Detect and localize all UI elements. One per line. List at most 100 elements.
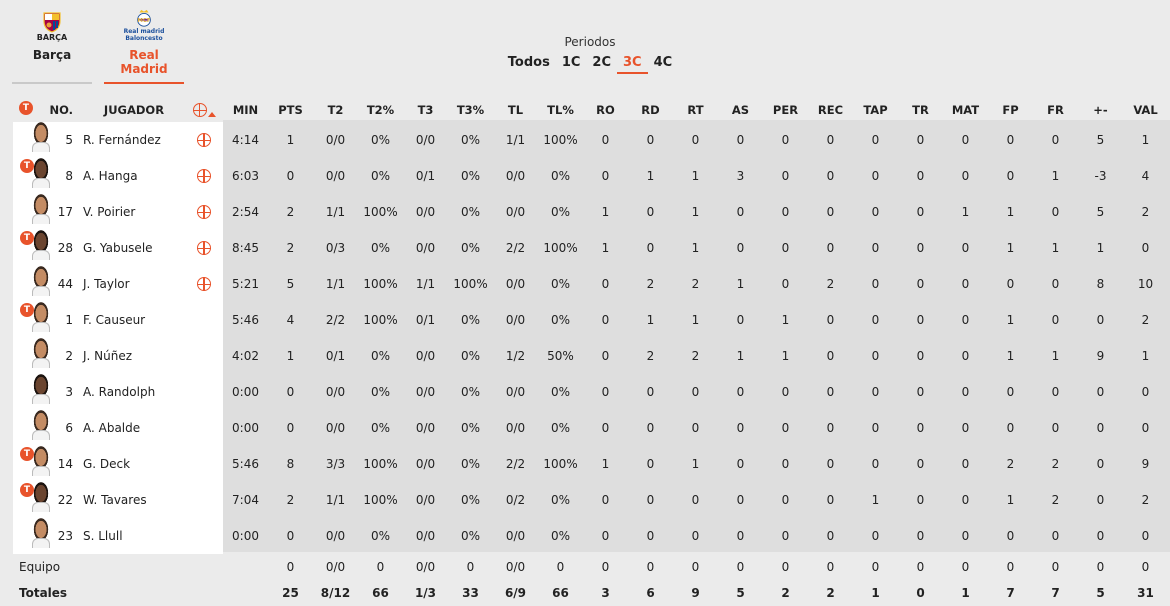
period-tab-1c[interactable]: 1C <box>561 55 581 70</box>
player-name[interactable]: S. Llull <box>83 529 123 543</box>
column-header-t3-pct[interactable]: T3% <box>456 103 485 117</box>
stat-cell-tl-pct: 0% <box>550 277 571 291</box>
column-header-rec[interactable]: REC <box>817 103 844 117</box>
column-header-t2[interactable]: T2 <box>327 103 344 117</box>
totals-row-cell-plus-minus: 5 <box>1096 586 1105 600</box>
player-name[interactable]: A. Hanga <box>83 169 138 183</box>
player-name[interactable]: G. Yabusele <box>83 241 153 255</box>
stat-cell-rd: 0 <box>646 133 655 147</box>
column-header-rd[interactable]: RD <box>641 103 660 117</box>
period-tab-todos[interactable]: Todos <box>507 55 550 70</box>
table-row[interactable]: 44 J. Taylor 5:21 5 1/1 100% 1/1 100% 0/0 0% 0 2 2 1 0… <box>13 266 1170 302</box>
stat-cell-tl: 0/0 <box>505 205 526 219</box>
column-header-per[interactable]: PER <box>772 103 799 117</box>
stat-cell-rt: 0 <box>691 493 700 507</box>
column-header-val[interactable]: VAL <box>1133 103 1158 117</box>
team-row-cell-t3-pct: 0 <box>466 560 475 574</box>
team-name-real-madrid: Real Madrid <box>120 48 168 76</box>
player-name[interactable]: J. Taylor <box>83 277 130 291</box>
column-header-fp[interactable]: FP <box>1002 103 1019 117</box>
stat-cell-rd: 0 <box>646 205 655 219</box>
player-name[interactable]: W. Tavares <box>83 493 147 507</box>
stat-cell-tr: 0 <box>916 457 925 471</box>
stat-cell-val: 9 <box>1141 457 1150 471</box>
stat-cell-fp: 1 <box>1006 205 1015 219</box>
column-header-no[interactable]: NO. <box>49 103 73 117</box>
table-row[interactable]: 3 A. Randolph 0:00 0 0/0 0% 0/0 0% 0/0 0% 0 0 0 0 0 0 0 0… <box>13 374 1170 410</box>
team-tabs: BARÇA Barça MCF Real madrid Baloncesto R… <box>12 8 184 84</box>
column-header-mat[interactable]: MAT <box>951 103 980 117</box>
stat-cell-tr: 0 <box>916 529 925 543</box>
table-row[interactable]: T 28 G. Yabusele 8:45 2 0/3 0% 0/0 0% 2/2 100% 1 0 1 0… <box>13 230 1170 266</box>
column-header-tl-pct[interactable]: TL% <box>547 103 574 117</box>
stat-cell-rt: 2 <box>691 349 700 363</box>
column-header-plus-minus[interactable]: +- <box>1093 103 1108 117</box>
table-row[interactable]: 6 A. Abalde 0:00 0 0/0 0% 0/0 0% 0/0 0% 0 0 0 0 0 0 0 0 0 0… <box>13 410 1170 446</box>
stat-cell-pts: 4 <box>286 313 295 327</box>
team-tab-barca[interactable]: BARÇA Barça <box>12 8 92 84</box>
column-header-tap[interactable]: TAP <box>863 103 888 117</box>
stat-cell-mat: 0 <box>961 313 970 327</box>
table-row[interactable]: 23 S. Llull 0:00 0 0/0 0% 0/0 0% 0/0 0% 0 0 0 0 0 0 0 0 0 0… <box>13 518 1170 554</box>
stat-cell-ro: 0 <box>601 529 610 543</box>
team-tab-real-madrid[interactable]: MCF Real madrid Baloncesto Real Madrid <box>104 8 184 84</box>
stat-cell-t3-pct: 0% <box>460 457 481 471</box>
column-header-t2-pct[interactable]: T2% <box>366 103 395 117</box>
column-header-ro[interactable]: RO <box>596 103 615 117</box>
player-name[interactable]: V. Poirier <box>83 205 136 219</box>
column-header-rt[interactable]: RT <box>687 103 704 117</box>
team-row-cell-rd: 0 <box>646 560 655 574</box>
table-row[interactable]: T 14 G. Deck 5:46 8 3/3 100% 0/0 0% 2/2 100% 1 0 1 0 0 0… <box>13 446 1170 482</box>
starter-badge-icon: T <box>20 483 34 497</box>
starter-column-header[interactable]: T <box>13 98 41 122</box>
team-row-label: Equipo <box>19 560 61 574</box>
stat-cell-tl-pct: 0% <box>550 421 571 435</box>
column-header-as[interactable]: AS <box>731 103 750 117</box>
player-name[interactable]: R. Fernández <box>83 133 161 147</box>
player-number: 5 <box>65 133 73 147</box>
stat-cell-per: 0 <box>781 529 790 543</box>
stat-cell-min: 2:54 <box>232 205 259 219</box>
table-row[interactable]: T 1 F. Causeur 5:46 4 2/2 100% 0/1 0% 0/0 0% 0 1 1 0 1 0… <box>13 302 1170 338</box>
table-row[interactable]: T 8 A. Hanga 6:03 0 0/0 0% 0/1 0% 0/0 0% 0 1 1 3 0 0 0 0 0 0… <box>13 158 1170 194</box>
team-row-cell-tl: 0/0 <box>505 560 526 574</box>
stat-cell-rd: 0 <box>646 529 655 543</box>
stat-cell-t3: 1/1 <box>415 277 436 291</box>
stat-cell-t2-pct: 0% <box>370 169 391 183</box>
period-tab-4c[interactable]: 4C <box>653 55 673 70</box>
real-madrid-crest-text: Real madrid Baloncesto <box>123 28 165 42</box>
team-row-cell-val: 0 <box>1141 560 1150 574</box>
stat-cell-rt: 1 <box>691 205 700 219</box>
player-name[interactable]: A. Randolph <box>83 385 156 399</box>
column-header-player[interactable]: JUGADOR <box>103 103 165 117</box>
period-tab-2c[interactable]: 2C <box>592 55 612 70</box>
on-court-column-header[interactable] <box>185 103 223 118</box>
column-header-fr[interactable]: FR <box>1047 103 1064 117</box>
stat-cell-plus-minus: 8 <box>1096 277 1105 291</box>
table-row[interactable]: 17 V. Poirier 2:54 2 1/1 100% 0/0 0% 0/0 0% 1 0 1 0 0 0… <box>13 194 1170 230</box>
stat-cell-val: 2 <box>1141 205 1150 219</box>
period-tab-3c[interactable]: 3C <box>617 55 648 74</box>
stat-cell-tap: 1 <box>871 493 880 507</box>
stat-cell-val: 1 <box>1141 133 1150 147</box>
table-row[interactable]: 5 R. Fernández 4:14 1 0/0 0% 0/0 0% 1/1 100% 0 0 0 0 0… <box>13 122 1170 158</box>
stat-cell-t3-pct: 0% <box>460 313 481 327</box>
column-header-tl[interactable]: TL <box>507 103 524 117</box>
stat-cell-tr: 0 <box>916 349 925 363</box>
player-name[interactable]: F. Causeur <box>83 313 146 327</box>
player-number: 8 <box>65 169 73 183</box>
stat-cell-t3: 0/0 <box>415 529 436 543</box>
periods-title: Periodos <box>564 35 616 49</box>
player-name[interactable]: A. Abalde <box>83 421 141 435</box>
player-name[interactable]: J. Núñez <box>83 349 133 363</box>
player-name[interactable]: G. Deck <box>83 457 131 471</box>
team-row-cell-pts: 0 <box>286 560 295 574</box>
column-header-t3[interactable]: T3 <box>417 103 434 117</box>
stat-cell-as: 3 <box>736 169 745 183</box>
column-header-tr[interactable]: TR <box>912 103 929 117</box>
stat-cell-ro: 0 <box>601 277 610 291</box>
table-row[interactable]: T 22 W. Tavares 7:04 2 1/1 100% 0/0 0% 0/2 0% 0 0 0 0 0… <box>13 482 1170 518</box>
column-header-min[interactable]: MIN <box>232 103 259 117</box>
table-row[interactable]: 2 J. Núñez 4:02 1 0/1 0% 0/0 0% 1/2 50% 0 2 2 1 1 0 0 0 0 1… <box>13 338 1170 374</box>
column-header-pts[interactable]: PTS <box>278 103 303 117</box>
